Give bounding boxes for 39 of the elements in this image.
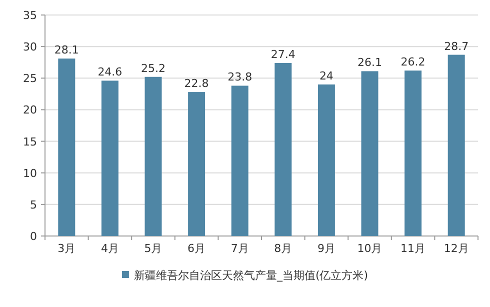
bar [318, 84, 335, 236]
y-tick-label: 15 [23, 135, 37, 148]
x-tick-label: 4月 [100, 242, 119, 255]
x-tick-label: 12月 [444, 242, 469, 255]
bar [404, 70, 422, 236]
data-label: 24 [319, 69, 334, 82]
bar [144, 76, 162, 236]
x-tick-label: 6月 [188, 242, 206, 255]
x-tick-label: 8月 [274, 242, 292, 255]
data-label: 24.6 [98, 66, 122, 79]
bar [231, 86, 248, 236]
x-tick-label: 9月 [317, 242, 336, 255]
y-tick-label: 0 [30, 230, 37, 243]
y-tick-label: 10 [23, 166, 37, 180]
y-tick-label: 20 [23, 104, 37, 117]
y-tick-label: 35 [23, 9, 37, 22]
bar [274, 62, 292, 236]
x-tick-label: 7月 [230, 242, 249, 255]
x-tick-label: 11月 [400, 242, 426, 255]
x-tick-label: 3月 [58, 242, 76, 255]
bar [188, 92, 206, 236]
bar [361, 71, 378, 236]
data-label: 22.8 [184, 77, 209, 90]
data-label: 28.7 [444, 40, 469, 53]
bar [448, 54, 465, 236]
x-tick-label: 10月 [357, 242, 382, 255]
legend-label: 新疆维吾尔自治区天然气产量_当期值(亿立方米) [134, 269, 368, 282]
bar [101, 80, 118, 236]
x-tick-label: 5月 [144, 242, 162, 255]
data-label: 28.1 [54, 44, 79, 57]
data-label: 25.2 [141, 62, 166, 75]
y-tick-label: 25 [23, 72, 37, 86]
y-tick-label: 30 [23, 40, 37, 54]
data-label: 26.1 [358, 56, 382, 70]
y-tick-label: 5 [30, 198, 37, 212]
bar [58, 58, 76, 236]
data-label: 27.4 [270, 48, 296, 61]
data-label: 23.8 [228, 70, 252, 84]
data-label: 26.2 [400, 56, 426, 69]
